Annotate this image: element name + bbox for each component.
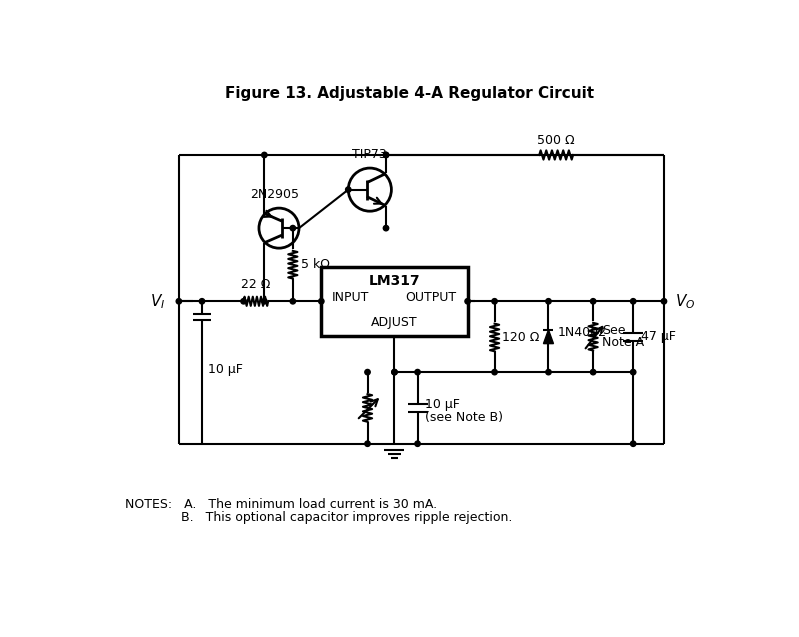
Circle shape xyxy=(392,369,397,375)
Circle shape xyxy=(492,369,497,375)
FancyBboxPatch shape xyxy=(321,267,467,336)
Circle shape xyxy=(415,441,420,447)
Circle shape xyxy=(546,369,551,375)
Circle shape xyxy=(199,299,205,304)
Circle shape xyxy=(630,369,636,375)
Circle shape xyxy=(290,225,296,231)
Text: 10 μF: 10 μF xyxy=(425,397,460,411)
Circle shape xyxy=(590,299,596,304)
Text: 1N4002: 1N4002 xyxy=(558,326,606,340)
Circle shape xyxy=(392,369,397,375)
Text: 120 Ω: 120 Ω xyxy=(503,331,539,344)
Circle shape xyxy=(176,299,181,304)
Circle shape xyxy=(384,225,388,231)
Circle shape xyxy=(492,299,497,304)
Text: 5 kΩ: 5 kΩ xyxy=(300,258,329,271)
Text: OUTPUT: OUTPUT xyxy=(406,291,457,304)
Text: LM317: LM317 xyxy=(368,275,420,289)
Text: 47 μF: 47 μF xyxy=(641,330,676,343)
Circle shape xyxy=(384,152,388,158)
Circle shape xyxy=(630,441,636,447)
Circle shape xyxy=(415,369,420,375)
Text: INPUT: INPUT xyxy=(332,291,369,304)
Circle shape xyxy=(346,187,351,192)
Circle shape xyxy=(465,299,471,304)
Text: TIP73: TIP73 xyxy=(352,148,388,161)
Circle shape xyxy=(261,152,267,158)
Text: 22 Ω: 22 Ω xyxy=(241,278,271,291)
Text: 500 Ω: 500 Ω xyxy=(538,134,575,147)
Text: NOTES:   A.   The minimum load current is 30 mA.: NOTES: A. The minimum load current is 30… xyxy=(125,497,437,511)
Circle shape xyxy=(261,299,267,304)
Text: See: See xyxy=(602,324,626,337)
Circle shape xyxy=(319,299,324,304)
Text: B.   This optional capacitor improves ripple rejection.: B. This optional capacitor improves ripp… xyxy=(125,512,512,524)
Text: Note A: Note A xyxy=(602,336,645,349)
Circle shape xyxy=(590,369,596,375)
Circle shape xyxy=(384,152,388,158)
Text: $V_O$: $V_O$ xyxy=(674,292,695,311)
Text: $V_I$: $V_I$ xyxy=(149,292,165,311)
Text: Figure 13. Adjustable 4-A Regulator Circuit: Figure 13. Adjustable 4-A Regulator Circ… xyxy=(225,87,594,101)
Circle shape xyxy=(290,299,296,304)
Circle shape xyxy=(630,299,636,304)
Polygon shape xyxy=(543,330,554,343)
Circle shape xyxy=(365,441,370,447)
Circle shape xyxy=(546,299,551,304)
Circle shape xyxy=(662,299,666,304)
Circle shape xyxy=(240,299,246,304)
Text: 2N2905: 2N2905 xyxy=(251,188,300,201)
Text: (see Note B): (see Note B) xyxy=(425,411,503,424)
Text: ADJUST: ADJUST xyxy=(372,315,418,329)
Circle shape xyxy=(365,369,370,375)
Text: 10 μF: 10 μF xyxy=(208,362,243,376)
